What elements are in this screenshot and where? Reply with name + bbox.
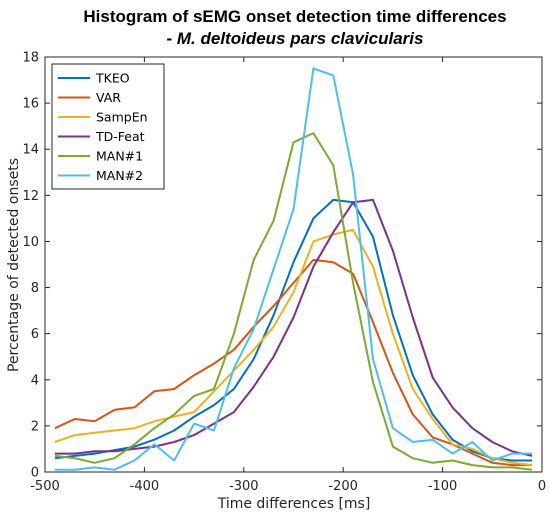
y-tick-label: 2 [31, 419, 39, 434]
x-tick-label: -200 [328, 479, 358, 494]
legend-label-man-1: MAN#1 [96, 149, 143, 164]
y-tick-label: 14 [22, 143, 39, 158]
y-tick-label: 16 [22, 97, 39, 112]
legend-label-man-2: MAN#2 [96, 168, 143, 183]
x-tick-label: 0 [538, 479, 546, 494]
legend-label-td-feat: TD-Feat [95, 129, 145, 144]
x-tick-label: -400 [130, 479, 160, 494]
y-tick-label: 18 [22, 51, 39, 66]
y-tick-label: 10 [22, 235, 39, 250]
legend-box [51, 63, 165, 190]
x-tick-label: -100 [428, 479, 458, 494]
x-axis-label: Time differences [ms] [217, 496, 371, 512]
legend-label-sampen: SampEn [96, 110, 148, 125]
series-line-sampen [54, 228, 533, 467]
series-line-man-1 [54, 132, 533, 471]
x-tick-label: -500 [30, 479, 60, 494]
chart-title: Histogram of sEMG onset detection time d… [83, 7, 506, 26]
series-line-man-2 [54, 67, 533, 471]
x-axis-ticks: -500 -400 -300 -200 -100 0 [30, 57, 546, 494]
y-tick-label: 4 [31, 373, 39, 388]
y-tick-label: 6 [31, 327, 39, 342]
legend: TKEO VAR SampEn TD-Feat MAN#1 MAN#2 [51, 63, 165, 190]
x-tick-label: -300 [229, 479, 259, 494]
series-layer [54, 67, 533, 471]
y-axis-label: Percentage of detected onsets [6, 158, 22, 372]
y-tick-label: 8 [31, 281, 39, 296]
legend-label-var: VAR [96, 90, 121, 105]
series-line-td-feat [54, 198, 533, 457]
y-tick-label: 12 [22, 189, 39, 204]
legend-label-tkeo: TKEO [95, 71, 130, 86]
series-line-tkeo [54, 198, 533, 462]
y-axis-ticks: 0 2 4 6 8 10 12 14 16 18 [22, 51, 542, 481]
y-tick-label: 0 [31, 466, 39, 481]
chart-subtitle: - M. deltoideus pars clavicularis [167, 29, 424, 48]
